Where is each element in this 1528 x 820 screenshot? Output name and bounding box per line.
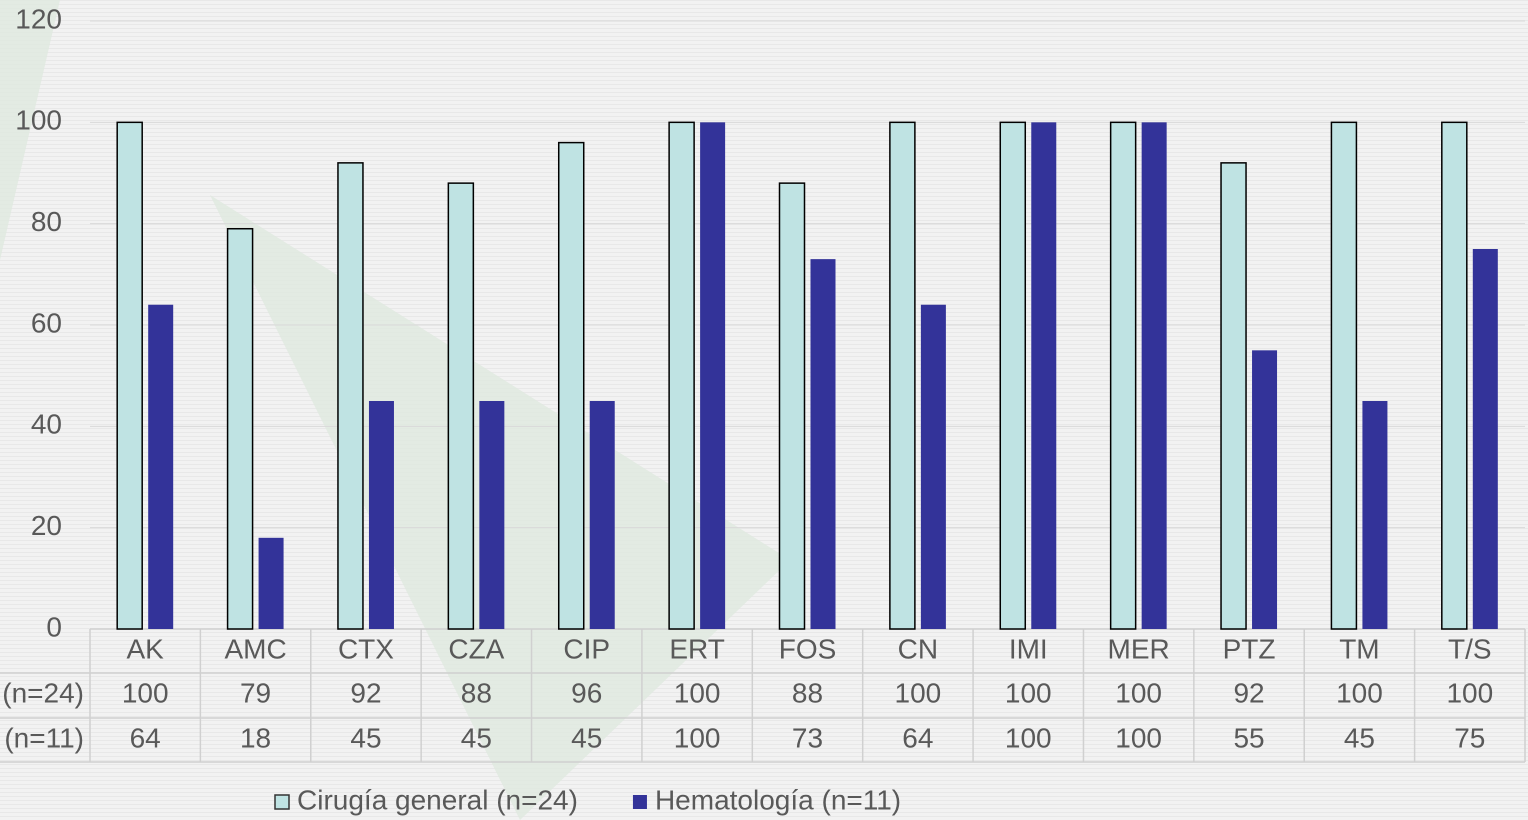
bar	[1252, 350, 1278, 629]
bar	[1220, 162, 1247, 630]
table-value: 100	[122, 677, 169, 708]
table-value: 100	[674, 722, 721, 753]
table-value: 45	[461, 722, 492, 753]
bar	[1362, 401, 1388, 629]
bar	[116, 121, 143, 630]
table-value: 100	[1005, 677, 1052, 708]
x-tick-label: CTX	[338, 633, 394, 664]
y-tick-label: 80	[31, 206, 62, 237]
x-tick-label: CIP	[563, 633, 610, 664]
table-value: 100	[1446, 677, 1493, 708]
bar	[668, 121, 695, 630]
x-tick-label: IMI	[1009, 633, 1048, 664]
table-value: 100	[895, 677, 942, 708]
table-value: 45	[571, 722, 602, 753]
bar	[999, 121, 1027, 630]
bar	[1031, 122, 1057, 629]
x-tick-label: CN	[898, 633, 938, 664]
bar	[1441, 121, 1468, 630]
table-value: 100	[1005, 722, 1052, 753]
legend-swatch	[274, 794, 290, 810]
table-value: 75	[1454, 722, 1485, 753]
x-tick-label: AMC	[224, 633, 286, 664]
bar	[700, 122, 726, 629]
bar	[447, 182, 475, 630]
bar	[889, 121, 916, 630]
table-value: 96	[571, 677, 602, 708]
x-tick-label: TM	[1339, 633, 1379, 664]
table-value: 64	[902, 722, 933, 753]
y-tick-label: 40	[31, 409, 62, 440]
row-header: Cirugía general (n=24)	[0, 677, 84, 708]
x-tick-label: AK	[127, 633, 165, 664]
bar	[810, 259, 836, 629]
bar	[589, 401, 615, 629]
x-tick-label: FOS	[779, 633, 837, 664]
legend-label: Hematología (n=11)	[655, 784, 901, 815]
table-value: 100	[674, 677, 721, 708]
x-tick-label: CZA	[448, 633, 504, 664]
table-value: 79	[240, 677, 271, 708]
table-value: 100	[1115, 722, 1162, 753]
y-tick-label: 20	[31, 510, 62, 541]
x-tick-label: ERT	[669, 633, 725, 664]
row-header: Hematología (n=11)	[0, 722, 84, 753]
y-tick-label: 0	[46, 611, 62, 642]
x-tick-label: T/S	[1448, 633, 1492, 664]
y-tick-label: 100	[15, 105, 62, 136]
plot: 0 20 40 60 80 100 120 Cirugía general (n=24) Hem…	[0, 3, 1526, 815]
bar	[368, 401, 394, 629]
bar	[258, 537, 284, 629]
table-value: 73	[792, 722, 823, 753]
bar	[557, 141, 585, 630]
table-value: 100	[1115, 677, 1162, 708]
bar	[1330, 121, 1358, 630]
bar	[1141, 122, 1167, 629]
bar	[1472, 249, 1498, 629]
bar	[778, 182, 806, 630]
bar	[337, 162, 364, 630]
table-value: 100	[1336, 677, 1383, 708]
watermark	[0, 0, 60, 260]
bar	[226, 227, 254, 630]
table-value: 55	[1233, 722, 1264, 753]
y-tick-label: 60	[31, 307, 62, 338]
bar	[1109, 121, 1137, 630]
table-value: 45	[1344, 722, 1375, 753]
table-value: 88	[792, 677, 823, 708]
bar	[148, 304, 174, 629]
table-value: 18	[240, 722, 271, 753]
y-tick-label: 120	[15, 3, 62, 34]
table-value: 45	[350, 722, 381, 753]
bar	[920, 304, 946, 629]
x-tick-label: PTZ	[1223, 633, 1276, 664]
table-value: 64	[130, 722, 161, 753]
x-tick-label: MER	[1108, 633, 1170, 664]
legend-label: Cirugía general (n=24)	[297, 784, 578, 815]
table-value: 88	[461, 677, 492, 708]
table-value: 92	[350, 677, 381, 708]
legend-swatch	[632, 795, 647, 809]
table-value: 92	[1233, 677, 1264, 708]
bar	[479, 401, 505, 629]
